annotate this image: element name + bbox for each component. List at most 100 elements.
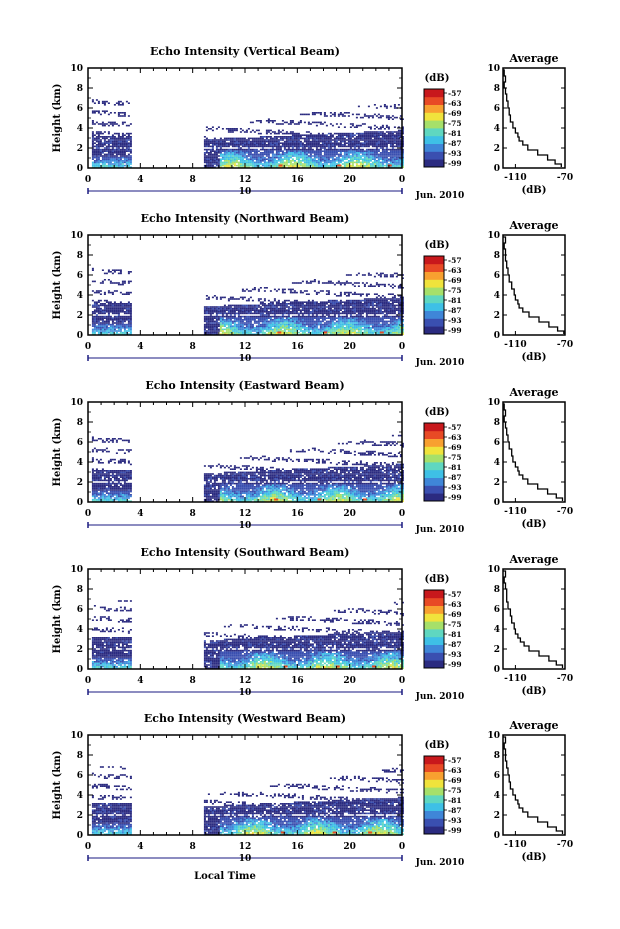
heatmap-cell	[289, 312, 292, 315]
heatmap-cell	[269, 290, 272, 292]
heatmap-cell	[381, 140, 384, 143]
heatmap-cell	[377, 144, 380, 146]
heatmap-cell	[303, 158, 306, 160]
heatmap-cell	[371, 299, 374, 302]
heatmap-cell	[373, 307, 376, 310]
heatmap-cell	[113, 322, 116, 324]
heatmap-cell	[279, 319, 282, 321]
heatmap-cell	[117, 283, 120, 286]
heatmap-cell	[227, 311, 230, 313]
heatmap-cell	[309, 315, 312, 318]
heatmap-cell	[271, 142, 274, 144]
heatmap-cell	[289, 144, 292, 146]
heatmap-cell	[113, 155, 116, 157]
heatmap-cell	[311, 113, 314, 116]
heatmap-cell	[95, 155, 98, 157]
heatmap-cell	[385, 158, 388, 160]
heatmap-cell	[125, 156, 128, 159]
heatmap-cell	[229, 140, 232, 143]
heatmap-cell	[345, 152, 348, 154]
heatmap-cell	[301, 147, 304, 149]
heatmap-cell	[109, 309, 112, 311]
heatmap-cell	[117, 328, 120, 331]
heatmap-cell	[245, 129, 248, 132]
heatmap-cell	[323, 330, 326, 332]
heatmap-cell	[121, 144, 124, 146]
heatmap-cell	[91, 333, 94, 335]
heatmap-cell	[121, 132, 124, 135]
heatmap-cell	[217, 312, 220, 315]
heatmap-cell	[263, 164, 266, 167]
heatmap-cell	[343, 301, 346, 303]
heatmap-cell	[373, 156, 376, 159]
heatmap-cell	[237, 317, 240, 319]
heatmap-cell	[285, 131, 288, 133]
heatmap-cell	[125, 323, 128, 326]
heatmap-cell	[233, 307, 236, 310]
heatmap-cell	[365, 323, 368, 326]
heatmap-cell	[357, 333, 360, 335]
heatmap-cell	[205, 148, 208, 151]
heatmap-cell	[353, 150, 356, 152]
heatmap-cell	[115, 331, 118, 334]
heatmap-cell	[229, 320, 232, 323]
heatmap-cell	[319, 153, 322, 156]
heatmap-cell	[231, 312, 234, 315]
heatmap-cell	[297, 139, 300, 141]
heatmap-cell	[379, 132, 382, 135]
heatmap-cell	[397, 137, 400, 140]
heatmap-cell	[359, 330, 362, 332]
heatmap-cell	[289, 153, 292, 156]
heatmap-cell	[123, 156, 126, 159]
heatmap-cell	[231, 311, 234, 313]
heatmap-cell	[93, 322, 96, 324]
heatmap-cell	[393, 152, 396, 154]
heatmap-cell	[347, 317, 350, 319]
heatmap-cell	[271, 328, 274, 331]
heatmap-cell	[353, 322, 356, 324]
heatmap-cell	[249, 328, 252, 331]
heatmap-cell	[293, 140, 296, 143]
heatmap-cell	[257, 304, 260, 307]
heatmap-cell	[357, 322, 360, 324]
heatmap-cell	[285, 299, 288, 302]
heatmap-cell	[111, 272, 114, 275]
heatmap-cell	[231, 296, 234, 299]
heatmap-cell	[331, 152, 334, 154]
heatmap-cell	[359, 136, 362, 138]
heatmap-cell	[107, 124, 110, 127]
heatmap-cell	[129, 317, 132, 319]
heatmap-cell	[367, 144, 370, 146]
heatmap-cell	[355, 307, 358, 310]
heatmap-cell	[353, 315, 356, 318]
heatmap-cell	[109, 271, 112, 273]
heatmap-cell	[325, 290, 328, 292]
heatmap-cell	[313, 325, 316, 327]
heatmap-cell	[119, 333, 122, 335]
heatmap-cell	[111, 319, 114, 321]
heatmap-cell	[225, 166, 228, 168]
heatmap-cell	[391, 118, 394, 120]
heatmap-cell	[233, 309, 236, 311]
heatmap-cell	[219, 137, 222, 140]
heatmap-cell	[307, 156, 310, 159]
heatmap-cell	[259, 120, 262, 122]
heatmap-cell	[261, 320, 264, 323]
heatmap-cell	[363, 333, 366, 335]
heatmap-cell	[333, 132, 336, 135]
heatmap-cell	[331, 330, 334, 332]
heatmap-cell	[101, 317, 104, 319]
avg-y-tick-label: 6	[494, 104, 500, 114]
heatmap-cell	[269, 317, 272, 319]
heatmap-cell	[229, 150, 232, 152]
heatmap-cell	[325, 322, 328, 324]
heatmap-cell	[333, 113, 336, 116]
heatmap-cell	[399, 144, 402, 146]
heatmap-cell	[233, 323, 236, 326]
heatmap-cell	[337, 328, 340, 331]
heatmap-cell	[265, 309, 268, 311]
heatmap-cell	[305, 134, 308, 136]
heatmap-cell	[221, 128, 224, 130]
heatmap-cell	[207, 142, 210, 144]
heatmap-cell	[367, 309, 370, 311]
